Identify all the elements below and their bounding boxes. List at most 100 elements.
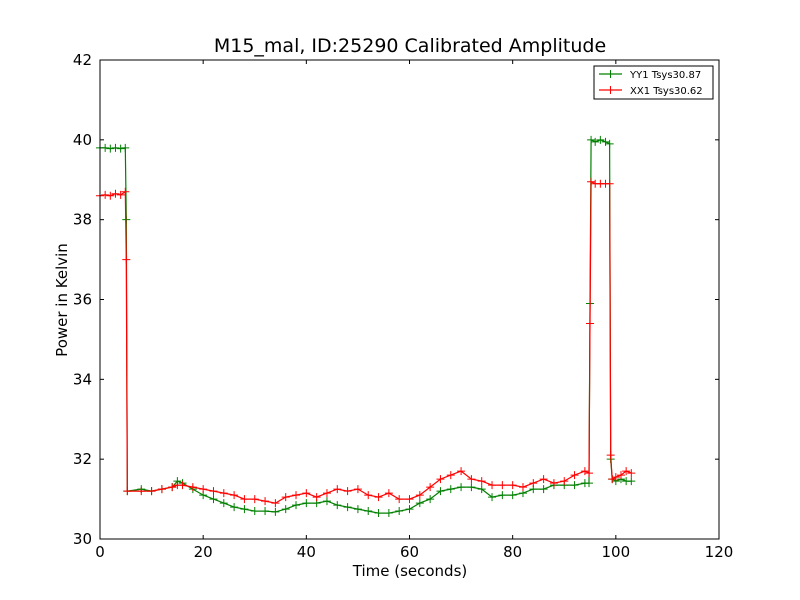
data-point: [436, 487, 445, 496]
data-point: [426, 495, 435, 504]
x-tick-label: 100: [602, 543, 631, 561]
data-point: [209, 487, 218, 496]
data-point: [101, 143, 110, 152]
x-tick-label: 0: [95, 543, 105, 561]
data-point: [230, 503, 239, 512]
data-point: [240, 505, 249, 514]
data-point: [261, 507, 270, 516]
data-point: [123, 487, 132, 496]
data-point: [570, 471, 579, 480]
data-point: [292, 491, 301, 500]
data-point: [611, 473, 620, 482]
series-group-1: [96, 177, 636, 508]
data-point: [627, 469, 636, 478]
data-point: [446, 471, 455, 480]
y-tick-label: 40: [73, 131, 92, 149]
data-point: [250, 507, 259, 516]
data-point: [539, 485, 548, 494]
y-axis-title: Power in Kelvin: [53, 243, 71, 357]
data-point: [477, 477, 486, 486]
x-tick-label: 80: [503, 543, 522, 561]
data-point: [312, 493, 321, 502]
data-point: [605, 179, 614, 188]
x-tick-label: 40: [297, 543, 316, 561]
data-point: [570, 481, 579, 490]
data-point: [529, 479, 538, 488]
data-point: [353, 505, 362, 514]
data-point: [467, 483, 476, 492]
data-point: [122, 255, 131, 264]
data-point: [488, 481, 497, 490]
data-point: [111, 189, 120, 198]
data-point: [111, 143, 120, 152]
legend-marker-0: [606, 70, 615, 78]
data-point: [281, 505, 290, 514]
data-point: [271, 499, 280, 508]
data-point: [601, 137, 610, 146]
data-point: [364, 507, 373, 516]
data-point: [157, 485, 166, 494]
data-point: [343, 487, 352, 496]
y-tick-label: 36: [73, 291, 92, 309]
data-point: [395, 495, 404, 504]
data-point: [436, 475, 445, 484]
data-point: [209, 495, 218, 504]
y-tick-label: 38: [73, 211, 92, 229]
data-point: [518, 483, 527, 492]
y-tick-label: 32: [73, 450, 92, 468]
data-point: [395, 507, 404, 516]
data-point: [560, 477, 569, 486]
data-point: [498, 481, 507, 490]
data-point: [508, 491, 517, 500]
data-point: [627, 477, 636, 486]
data-point: [343, 503, 352, 512]
data-point: [219, 489, 228, 498]
data-point: [384, 489, 393, 498]
data-point: [116, 144, 125, 153]
data-point: [261, 497, 270, 506]
data-point: [333, 485, 342, 494]
data-point: [616, 471, 625, 480]
data-point: [302, 489, 311, 498]
data-point: [539, 475, 548, 484]
data-point: [457, 467, 466, 476]
data-point: [199, 485, 208, 494]
data-point: [106, 191, 115, 200]
data-point: [586, 319, 595, 328]
data-point: [426, 483, 435, 492]
data-point: [608, 475, 617, 484]
data-point: [178, 481, 187, 490]
legend-marker-1: [606, 86, 615, 94]
data-point: [622, 467, 631, 476]
data-point: [467, 475, 476, 484]
data-point: [230, 491, 239, 500]
data-point: [606, 451, 615, 460]
legend: YY1 Tsys30.87 XX1 Tsys30.62: [593, 65, 714, 100]
data-point: [101, 190, 110, 199]
data-point: [353, 485, 362, 494]
data-point: [137, 487, 146, 496]
data-point: [587, 177, 596, 186]
data-point: [333, 501, 342, 510]
data-point: [596, 135, 605, 144]
data-point: [240, 495, 249, 504]
plot-area: 0 20 40 60 80 100 120 30 32 34 36 38 40 42 YY1 Tsys30.…: [73, 51, 733, 561]
x-tick-label: 120: [705, 543, 734, 561]
data-point: [587, 135, 596, 144]
data-point: [580, 467, 589, 476]
data-point: [116, 190, 125, 199]
data-point: [585, 469, 594, 478]
data-point: [374, 509, 383, 518]
data-point: [405, 505, 414, 514]
data-point: [147, 487, 156, 496]
data-point: [250, 495, 259, 504]
legend-box: [593, 65, 714, 100]
data-point: [384, 509, 393, 518]
data-point: [302, 499, 311, 508]
data-point: [605, 139, 614, 148]
data-point: [168, 483, 177, 492]
legend-label-1: XX1 Tsys30.62: [630, 86, 703, 97]
data-point: [281, 493, 290, 502]
chart-title: M15_mal, ID:25290 Calibrated Amplitude: [214, 35, 606, 57]
